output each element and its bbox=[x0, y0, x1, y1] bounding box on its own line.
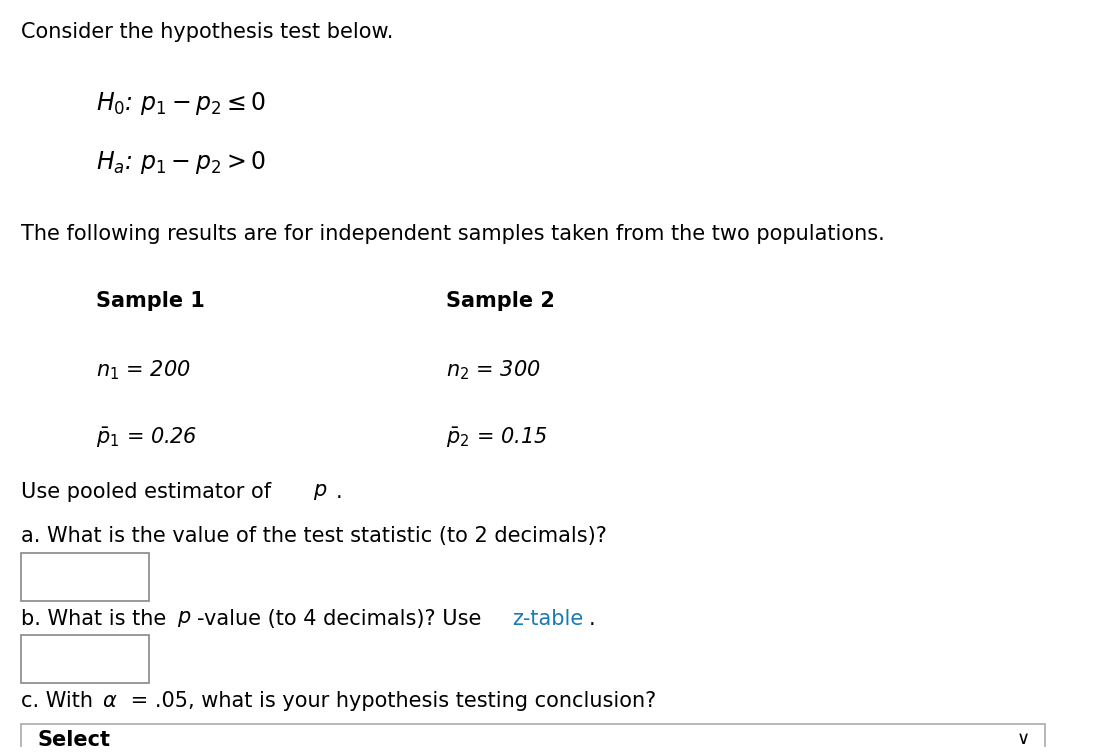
FancyBboxPatch shape bbox=[21, 725, 1045, 754]
Text: Sample 1: Sample 1 bbox=[95, 291, 205, 311]
Text: .: . bbox=[336, 482, 342, 501]
Text: $\bar{p}_1$ = 0.26: $\bar{p}_1$ = 0.26 bbox=[95, 426, 197, 450]
Text: $n_1$ = 200: $n_1$ = 200 bbox=[95, 358, 190, 382]
Text: ∨: ∨ bbox=[1016, 731, 1029, 748]
Text: b. What is the: b. What is the bbox=[21, 608, 173, 629]
Text: $p$: $p$ bbox=[313, 482, 327, 501]
Text: Sample 2: Sample 2 bbox=[445, 291, 555, 311]
Text: $\alpha$: $\alpha$ bbox=[102, 691, 117, 711]
Text: $H_a$: $p_1 - p_2 > 0$: $H_a$: $p_1 - p_2 > 0$ bbox=[95, 149, 266, 176]
Text: Select: Select bbox=[37, 731, 110, 750]
Text: $H_0$: $p_1 - p_2 \leq 0$: $H_0$: $p_1 - p_2 \leq 0$ bbox=[95, 90, 266, 117]
Text: Consider the hypothesis test below.: Consider the hypothesis test below. bbox=[21, 23, 394, 42]
Text: Use pooled estimator of: Use pooled estimator of bbox=[21, 482, 278, 501]
Text: $p$: $p$ bbox=[177, 608, 191, 629]
Text: $n_2$ = 300: $n_2$ = 300 bbox=[445, 358, 540, 382]
Text: $\bar{p}_2$ = 0.15: $\bar{p}_2$ = 0.15 bbox=[445, 426, 547, 450]
Text: a. What is the value of the test statistic (to 2 decimals)?: a. What is the value of the test statist… bbox=[21, 526, 607, 547]
Text: The following results are for independent samples taken from the two populations: The following results are for independen… bbox=[21, 224, 885, 244]
Text: .: . bbox=[589, 608, 595, 629]
Text: c. With: c. With bbox=[21, 691, 100, 711]
Text: -value (to 4 decimals)? Use: -value (to 4 decimals)? Use bbox=[197, 608, 488, 629]
FancyBboxPatch shape bbox=[21, 553, 149, 601]
Text: = .05, what is your hypothesis testing conclusion?: = .05, what is your hypothesis testing c… bbox=[124, 691, 656, 711]
FancyBboxPatch shape bbox=[21, 635, 149, 683]
Text: z-table: z-table bbox=[512, 608, 584, 629]
